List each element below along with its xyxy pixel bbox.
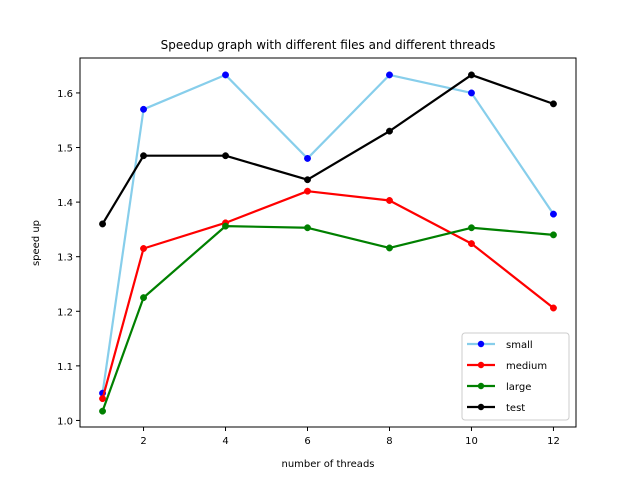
x-tick-label: 4 [222, 436, 228, 447]
y-tick-label: 1.5 [57, 144, 73, 155]
legend-marker-large [477, 382, 485, 390]
legend-item-medium: medium [467, 361, 547, 372]
data-point-small [386, 71, 393, 79]
data-point-large [140, 294, 147, 302]
x-tick-label: 12 [547, 436, 560, 447]
data-point-small [222, 71, 229, 79]
data-point-large [99, 407, 106, 415]
chart-title: Speedup graph with different files and d… [161, 38, 496, 52]
y-axis-ticks: 1.0 1.1 1.2 1.3 1.4 1.5 1.6 [57, 89, 80, 427]
data-point-test [304, 176, 311, 184]
x-tick-label: 2 [140, 436, 146, 447]
data-point-small [550, 210, 557, 218]
data-point-medium [550, 304, 557, 312]
data-point-medium [140, 245, 147, 252]
x-tick-label: 8 [386, 436, 392, 447]
data-point-small [468, 89, 475, 97]
legend-item-large: large [467, 382, 531, 393]
data-point-large [222, 222, 229, 230]
legend-label-medium: medium [506, 361, 547, 372]
data-point-test [140, 152, 147, 160]
data-point-test [550, 100, 557, 108]
data-point-large [386, 244, 393, 252]
legend-label-test: test [506, 403, 525, 414]
data-point-medium [304, 187, 311, 195]
x-axis-ticks: 2 4 6 8 10 12 [140, 427, 560, 447]
y-tick-label: 1.2 [57, 307, 73, 318]
y-tick-label: 1.0 [57, 416, 73, 427]
legend-marker-test [477, 403, 485, 411]
data-point-test [468, 71, 475, 79]
data-point-test [222, 152, 229, 160]
series-test [99, 71, 557, 228]
x-tick-label: 10 [465, 436, 478, 447]
series-large [99, 222, 557, 415]
data-point-medium [468, 240, 475, 248]
y-tick-label: 1.1 [57, 362, 73, 373]
x-tick-label: 6 [304, 436, 310, 447]
data-point-small [140, 105, 147, 113]
legend: small medium large test [461, 332, 570, 421]
y-tick-label: 1.6 [57, 89, 73, 100]
series-medium [99, 187, 557, 403]
data-point-large [304, 224, 311, 232]
data-point-test [386, 127, 393, 135]
series-small [99, 71, 557, 397]
legend-label-small: small [506, 340, 533, 351]
legend-label-large: large [506, 382, 531, 393]
y-axis-label: speed up [31, 220, 42, 266]
data-point-test [99, 220, 106, 228]
data-point-large [468, 224, 475, 232]
y-tick-label: 1.4 [57, 198, 73, 209]
legend-item-small: small [467, 340, 533, 351]
legend-item-test: test [467, 403, 525, 414]
data-point-large [550, 231, 557, 239]
y-tick-label: 1.3 [57, 253, 73, 264]
series-layer [99, 71, 557, 415]
legend-marker-small [477, 340, 485, 348]
data-point-medium [386, 197, 393, 204]
data-point-small [304, 154, 311, 162]
data-point-medium [99, 395, 106, 403]
legend-box [461, 332, 570, 421]
legend-marker-medium [477, 361, 485, 369]
x-axis-label: number of threads [281, 459, 374, 470]
